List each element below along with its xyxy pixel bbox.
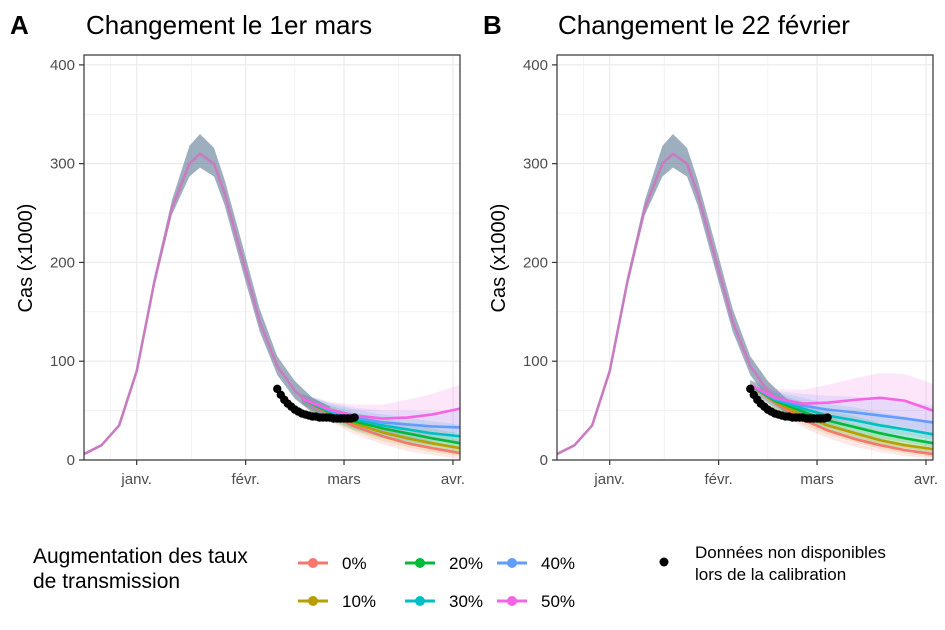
y-axis-title-a: Cas (x1000) bbox=[15, 204, 37, 313]
band-40pct-b bbox=[750, 379, 933, 440]
line-50pct-b bbox=[749, 383, 934, 412]
y-tick-label-b: 100 bbox=[523, 353, 548, 370]
legend-title-line2: de transmission bbox=[33, 570, 180, 593]
panel-border-b bbox=[556, 54, 934, 461]
data-point-a bbox=[350, 413, 359, 422]
legend-label-20pct: 20% bbox=[449, 554, 483, 573]
panel-title-a: Changement le 1er mars bbox=[86, 10, 372, 40]
data-point-b bbox=[823, 413, 832, 422]
legend-label-40pct: 40% bbox=[541, 554, 575, 573]
grid-a bbox=[84, 55, 460, 461]
y-tick-label-a: 400 bbox=[50, 57, 75, 74]
legend-key-dot-40pct bbox=[507, 558, 517, 568]
legend-key-dot-0pct bbox=[308, 558, 318, 568]
band-0pct-a bbox=[301, 393, 460, 460]
band-10pct-b bbox=[750, 379, 933, 458]
panel-letter-b: B bbox=[483, 10, 502, 40]
ticks-b: 0 100 200 300 400 janv. févr. mars avr. bbox=[523, 57, 938, 488]
legend-key-dot-50pct bbox=[507, 596, 517, 606]
panel-a: A Changement le 1er mars Cas (x1000) 0 10… bbox=[10, 10, 465, 488]
y-tick-label-b: 200 bbox=[523, 254, 548, 271]
x-tick-label-a: avr. bbox=[441, 471, 465, 488]
legend-label-0pct: 0% bbox=[342, 554, 367, 573]
x-tick-label-a: févr. bbox=[231, 471, 259, 488]
legend-points-label-line2: lors de la calibration bbox=[695, 565, 846, 584]
band-30pct-b bbox=[750, 379, 933, 448]
x-tick-label-b: mars bbox=[800, 471, 833, 488]
band-50pct-b bbox=[750, 373, 933, 438]
legend-point-key bbox=[659, 557, 669, 567]
y-tick-label-a: 300 bbox=[50, 156, 75, 173]
common-line-a bbox=[83, 152, 331, 456]
y-tick-label-b: 400 bbox=[523, 57, 548, 74]
legend-items: 0% 10% 20% 30% 40% 50% bbox=[298, 554, 575, 611]
x-tick-label-a: janv. bbox=[120, 471, 152, 488]
points-b bbox=[746, 384, 832, 423]
line-10pct-b bbox=[749, 383, 934, 451]
x-tick-label-b: janv. bbox=[593, 471, 625, 488]
y-tick-label-b: 300 bbox=[523, 156, 548, 173]
ticks-a: 0 100 200 300 400 janv. févr. mars avr. bbox=[50, 57, 465, 488]
panel-border-a bbox=[83, 54, 461, 461]
y-axis-title-b: Cas (x1000) bbox=[488, 204, 510, 313]
lines-b bbox=[556, 152, 934, 456]
points-a bbox=[273, 384, 359, 423]
bands-b bbox=[557, 134, 933, 460]
y-tick-label-a: 200 bbox=[50, 254, 75, 271]
legend-title-line1: Augmentation des taux bbox=[33, 545, 248, 568]
band-50pct-a bbox=[301, 384, 460, 436]
legend-label-10pct: 10% bbox=[342, 592, 376, 611]
legend-key-dot-20pct bbox=[415, 558, 425, 568]
legend-points-label-line1: Données non disponibles bbox=[695, 543, 886, 562]
legend-key-dot-10pct bbox=[308, 596, 318, 606]
legend-key-dot-30pct bbox=[415, 596, 425, 606]
y-tick-label-b: 0 bbox=[540, 452, 548, 469]
x-tick-label-b: avr. bbox=[914, 471, 938, 488]
y-tick-label-a: 0 bbox=[67, 452, 75, 469]
panel-letter-a: A bbox=[10, 10, 29, 40]
line-50pct-a bbox=[301, 397, 461, 420]
legend-label-30pct: 30% bbox=[449, 592, 483, 611]
y-tick-label-a: 100 bbox=[50, 353, 75, 370]
panel-title-b: Changement le 22 février bbox=[558, 10, 850, 40]
x-tick-label-a: mars bbox=[327, 471, 360, 488]
x-tick-label-b: févr. bbox=[704, 471, 732, 488]
panel-b: B Changement le 22 février Cas (x1000) 0… bbox=[483, 10, 938, 488]
line-0pct-b bbox=[749, 383, 934, 456]
common-line-b bbox=[556, 152, 804, 456]
legend: Augmentation des taux de transmission 0%… bbox=[33, 543, 886, 611]
legend-label-50pct: 50% bbox=[541, 592, 575, 611]
